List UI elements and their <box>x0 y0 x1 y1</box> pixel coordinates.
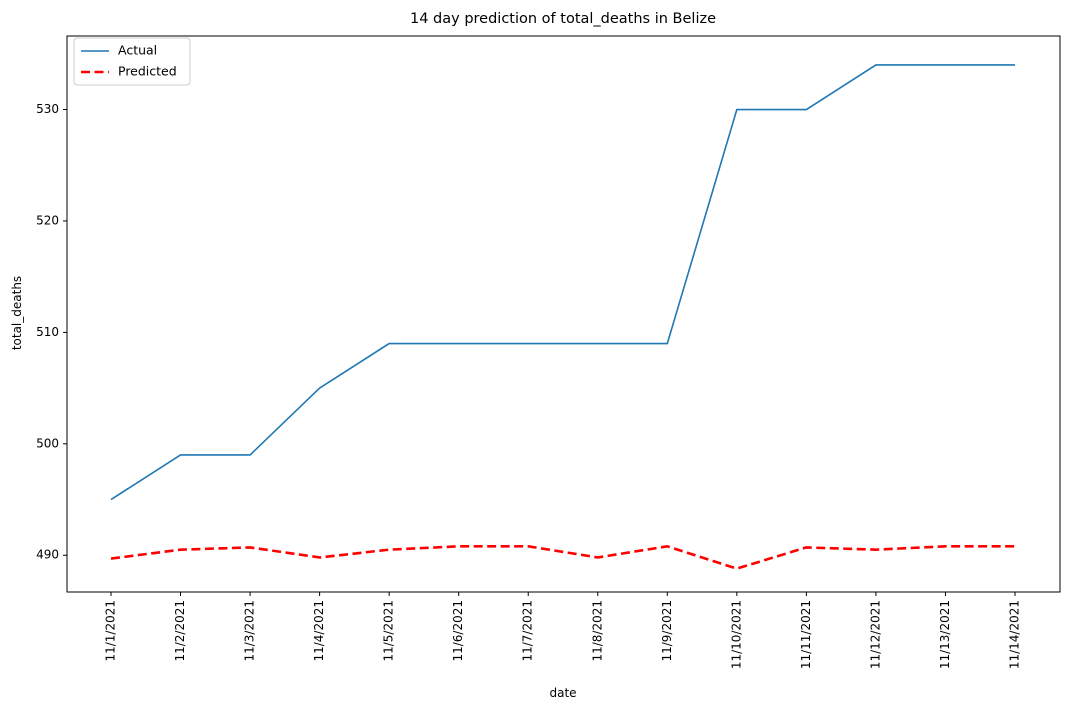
x-tick-label: 11/13/2021 <box>938 600 952 669</box>
x-tick-label: 11/5/2021 <box>382 600 396 662</box>
x-tick-label: 11/14/2021 <box>1008 600 1022 669</box>
y-tick-label: 520 <box>36 213 59 227</box>
x-tick-label: 11/1/2021 <box>104 600 118 662</box>
x-tick-label: 11/3/2021 <box>243 600 257 662</box>
x-tick-label: 11/8/2021 <box>590 600 604 662</box>
y-tick-label: 510 <box>36 325 59 339</box>
x-tick-label: 11/7/2021 <box>521 600 535 662</box>
x-tick-label: 11/2/2021 <box>173 600 187 662</box>
y-tick-label: 500 <box>36 436 59 450</box>
legend-label-actual: Actual <box>118 43 157 58</box>
legend-label-predicted: Predicted <box>118 64 177 79</box>
legend: Actual Predicted <box>73 37 191 86</box>
chart-title: 14 day prediction of total_deaths in Bel… <box>410 11 716 27</box>
x-tick-label: 11/4/2021 <box>312 600 326 662</box>
plot-frame <box>66 35 1061 593</box>
x-tick-label: 11/9/2021 <box>660 600 674 662</box>
x-tick-label: 11/11/2021 <box>799 600 813 669</box>
y-axis-label: total_deaths <box>10 276 24 350</box>
series-line-actual <box>110 64 1015 501</box>
series-line-predicted <box>110 545 1015 570</box>
x-axis-label: date <box>549 686 576 700</box>
x-tick-label: 11/6/2021 <box>451 600 465 662</box>
x-tick-label: 11/10/2021 <box>729 600 743 669</box>
y-tick-label: 490 <box>36 548 59 562</box>
y-tick-label: 530 <box>36 102 59 116</box>
x-tick-label: 11/12/2021 <box>868 600 882 669</box>
